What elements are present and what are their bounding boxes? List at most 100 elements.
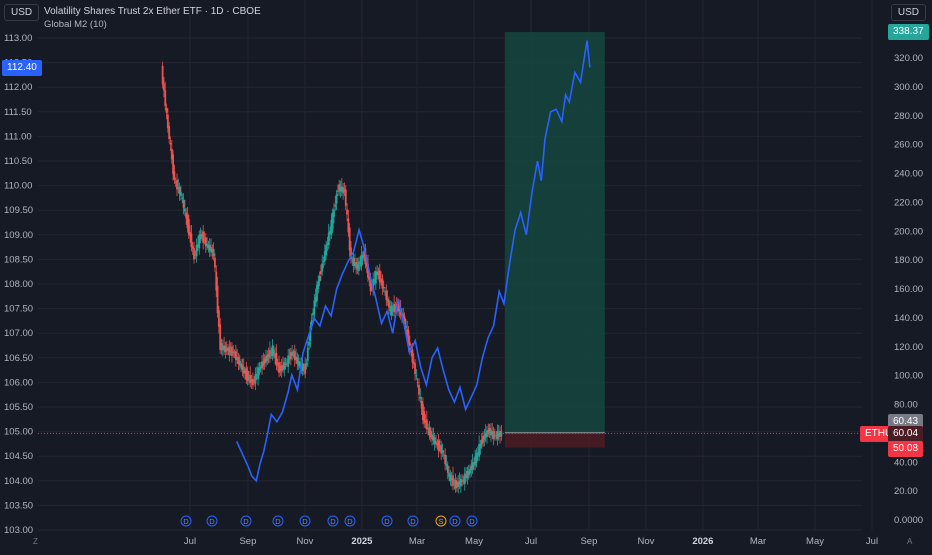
split-event-marker: [435, 515, 447, 527]
x-axis-tick: Mar: [750, 536, 766, 547]
event-marker-label: D: [452, 517, 458, 526]
left-axis-tick: 110.50: [4, 156, 32, 167]
candle-body: [462, 479, 465, 481]
candle-body: [378, 270, 381, 283]
candle-body: [398, 308, 401, 312]
candle-body: [408, 342, 411, 346]
currency-right-button[interactable]: USD: [890, 4, 926, 21]
candle-body: [390, 305, 393, 316]
candle-body: [435, 441, 437, 444]
candle-body: [310, 319, 313, 326]
candle-body: [227, 348, 229, 352]
candle-body: [388, 300, 390, 308]
left-current-price-badge: 112.40: [2, 60, 42, 76]
candle-body: [446, 465, 449, 473]
candle-body: [402, 314, 405, 319]
candle-body: [257, 367, 260, 380]
candle-body: [278, 362, 280, 373]
candle-body: [370, 286, 373, 288]
candle-body: [347, 218, 350, 233]
candle-body: [212, 248, 215, 257]
left-axis-tick: 106.00: [4, 377, 33, 388]
right-axis-tick: 180.00: [894, 255, 923, 266]
candle-body: [499, 430, 501, 437]
candle-body: [182, 199, 185, 208]
candle-body: [380, 279, 382, 282]
candle-body: [217, 310, 220, 327]
right-axis-tick: 280.00: [894, 111, 923, 122]
candle-body: [403, 316, 406, 325]
candle-body: [459, 478, 462, 487]
event-marker-label: D: [302, 517, 308, 526]
candle-body: [174, 181, 177, 183]
candle-body: [180, 192, 182, 196]
candle-body: [456, 481, 458, 488]
candle-body: [291, 351, 294, 357]
candle-body: [429, 430, 432, 438]
x-axis-tick: May: [465, 536, 483, 547]
candle-body: [458, 481, 461, 485]
candle-body: [381, 278, 384, 289]
candle-body: [344, 189, 347, 206]
candle-body: [325, 245, 328, 256]
candle-body: [165, 107, 168, 113]
candle-body: [272, 349, 275, 355]
candle-body: [441, 450, 444, 453]
candle-body: [483, 435, 486, 440]
candle-body: [338, 184, 341, 192]
candle-body: [497, 433, 500, 437]
candle-body: [386, 298, 389, 302]
candle-body: [411, 349, 414, 363]
candle-body: [470, 466, 473, 471]
candle-body: [465, 475, 467, 478]
candle-body: [200, 234, 203, 237]
event-marker-label: D: [469, 517, 475, 526]
candle-body: [233, 353, 236, 355]
candle-body: [228, 346, 231, 356]
candle-body: [309, 326, 312, 342]
candle-body: [488, 428, 491, 434]
candle-body: [334, 204, 337, 207]
left-axis-tick: 107.00: [4, 328, 33, 339]
candle-body: [450, 478, 453, 481]
event-marker-label: D: [183, 517, 189, 526]
candle-body: [327, 232, 330, 245]
candle-body: [223, 345, 225, 351]
candle-body: [262, 361, 265, 366]
indicator-label[interactable]: Global M2 (10): [44, 19, 107, 30]
x-axis-tick: 2026: [692, 536, 713, 547]
candle-body: [467, 471, 470, 476]
candle-body: [317, 281, 320, 289]
candle-body: [412, 361, 415, 364]
candle-body: [261, 361, 263, 369]
candle-body: [377, 271, 380, 276]
candle-body: [496, 430, 499, 440]
candle-body: [333, 209, 335, 217]
candle-body: [423, 411, 426, 424]
candle-body: [479, 444, 482, 449]
auto-scale-icon: A: [907, 537, 913, 546]
candle-body: [248, 377, 250, 379]
candle-body: [314, 297, 317, 303]
candle-body: [490, 429, 492, 436]
right-axis-tick: 320.00: [894, 53, 923, 64]
dividend-event-marker: [449, 515, 461, 527]
candle-body: [356, 264, 359, 270]
candle-body: [482, 435, 484, 443]
candle-body: [385, 290, 388, 300]
candle-body: [287, 355, 290, 367]
candle-body: [232, 351, 235, 354]
candle-body: [369, 279, 372, 292]
candle-body: [250, 379, 253, 383]
candle-body: [215, 271, 218, 291]
candle-body: [246, 370, 249, 382]
currency-left-button[interactable]: USD: [4, 4, 40, 21]
candle-body: [476, 452, 479, 455]
candle-body: [373, 279, 376, 281]
candle-body: [372, 279, 375, 290]
candle-body: [414, 363, 416, 375]
candle-body: [365, 261, 368, 267]
x-axis-tick: Sep: [580, 536, 597, 547]
